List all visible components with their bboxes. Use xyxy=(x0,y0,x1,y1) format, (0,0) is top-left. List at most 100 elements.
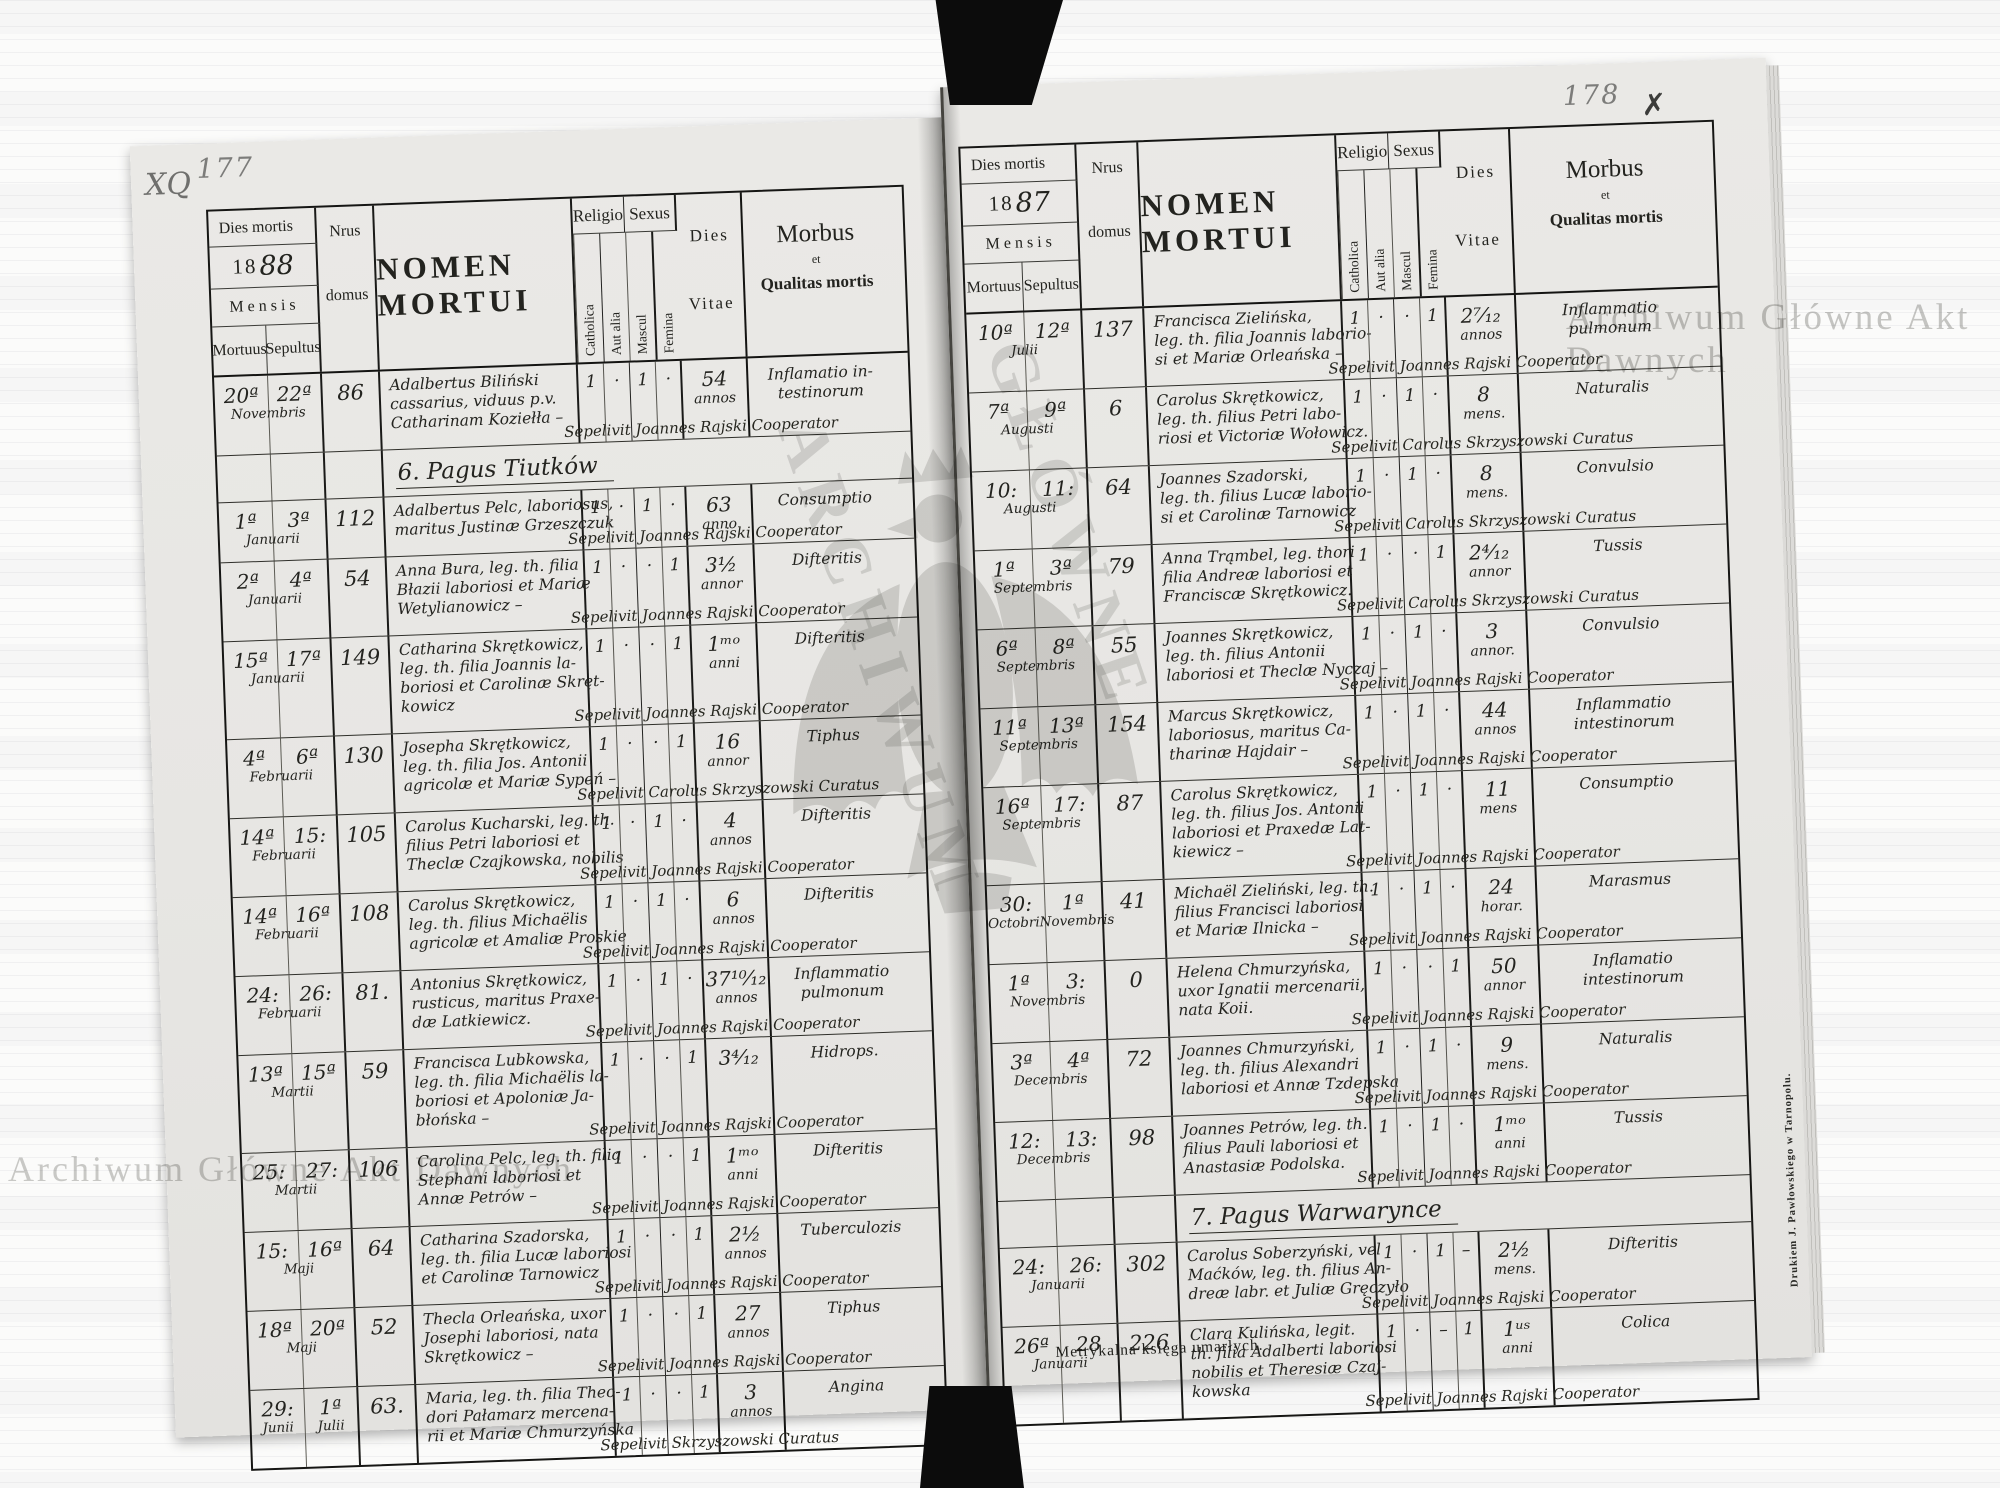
date-mortuus: 14ª xyxy=(239,824,275,850)
date-mortuus: 30: xyxy=(999,891,1033,917)
date-mortuus: 26ª xyxy=(1013,1333,1050,1359)
month-label: Septembris xyxy=(999,735,1079,755)
vitae-unit: annor xyxy=(700,575,743,594)
house-number: 81. xyxy=(343,971,405,1052)
morbus-line: Angina xyxy=(828,1376,885,1397)
header-sepultus: Sepultus xyxy=(1022,260,1083,311)
left-page: XQ 177 Dies mortis 18 88 Mensis Mortuus Sepul… xyxy=(129,117,988,1471)
vitae-label: Vitae xyxy=(688,292,735,314)
vitae-number: 2⁴⁄₁₂ xyxy=(1468,539,1510,565)
table-header: Dies mortis 18 87 Mensis Mortuus Sepultus Nrus… xyxy=(960,121,1718,315)
name-cell: Joannes Szadorski, leg. th. filius Lucæ l… xyxy=(1149,459,1372,545)
vitae-label: Vitae xyxy=(1454,229,1502,251)
date-months: Martii xyxy=(239,1083,345,1102)
date-sepultus: 1ª xyxy=(1061,889,1085,915)
house-number: 79 xyxy=(1090,545,1156,626)
corner-mark-left: XQ xyxy=(144,166,192,203)
vitae-unit: mens. xyxy=(1465,484,1509,502)
month-label: Januarii xyxy=(245,530,301,549)
date-sepultus: 20ª xyxy=(309,1315,346,1341)
month-label: Augusti xyxy=(1003,499,1057,518)
date-mortuus: 10ª xyxy=(977,319,1014,346)
month-label: Novembris xyxy=(1010,991,1086,1011)
morbus-line: Difteritis xyxy=(803,883,875,904)
date-mortuus: 16ª xyxy=(994,793,1031,819)
register-table-right: Dies mortis 18 87 Mensis Mortuus Sepultus Nrus… xyxy=(958,119,1760,1427)
date-months: Decembris xyxy=(996,1150,1110,1169)
vitae-number: 8 xyxy=(1479,460,1494,486)
date-mortuus: 14ª xyxy=(241,903,278,929)
date-months: Septembris xyxy=(984,815,1098,834)
name-cell: Francisca Zielińska, leg. th. filia Joann… xyxy=(1144,301,1372,387)
page-number-right: 178 xyxy=(1562,79,1621,113)
vitae-unit: mens. xyxy=(1486,1055,1529,1074)
vitae-unit: mens xyxy=(1479,800,1518,818)
dies-label: Dies xyxy=(1455,161,1496,182)
date-sepultus: 16ª xyxy=(294,901,331,927)
dates-cell: 11ª 13ª Septembris xyxy=(980,705,1100,788)
house-number: 55 xyxy=(1093,623,1159,705)
house-number: 106 xyxy=(349,1148,411,1229)
et-label: et xyxy=(811,251,821,267)
dates-cell: 7ª 9ª Augusti xyxy=(969,389,1088,472)
header-religio: Religio xyxy=(571,196,626,235)
date-sepultus: 15ª xyxy=(300,1059,337,1085)
dates-cell: 26ª 28 Januarii xyxy=(1002,1323,1122,1425)
date-mortuus: 1ª xyxy=(1007,970,1031,996)
dates-cell: 16ª 17: Septembris xyxy=(983,784,1103,886)
date-months: Januarii xyxy=(1001,1276,1115,1295)
date-sepultus: 13ª xyxy=(1048,712,1085,738)
nrus-label: Nrus xyxy=(1091,158,1123,177)
vitae-unit: annos xyxy=(693,389,737,408)
date-sepultus: 15: xyxy=(293,822,327,848)
month-label: Octobri xyxy=(987,914,1040,933)
dates-cell: 10: 11: Augusti xyxy=(971,468,1091,551)
date-sepultus: 9ª xyxy=(1043,397,1067,422)
dates-cell: 12: 13: Decembris xyxy=(995,1118,1114,1202)
year-handwritten: 88 xyxy=(258,249,295,282)
header-year: 18 88 xyxy=(209,243,319,290)
date-months: Septembris xyxy=(982,736,1096,755)
date-months: Septembris xyxy=(979,657,1093,676)
date-sepultus: 17: xyxy=(1052,791,1086,817)
morbus-line: Tussis xyxy=(1613,1107,1664,1127)
morbus-line: Marasmus xyxy=(1588,869,1672,891)
morbus-line: Colica xyxy=(1620,1312,1671,1332)
name-cell: Carolus Skrętkowicz, leg. th. filius Jos.… xyxy=(1161,774,1371,879)
house-number: 0 xyxy=(1105,958,1171,1039)
date-months: Julii xyxy=(967,341,1081,360)
vitae-number: 3 xyxy=(743,1379,758,1405)
vitae-unit: mens. xyxy=(1462,405,1506,423)
morbus-line: Consumptio xyxy=(777,488,873,510)
month-label: Februarii xyxy=(254,925,320,944)
date-sepultus: 3: xyxy=(1065,968,1086,994)
date-mortuus: 1ª xyxy=(234,509,258,534)
vitae-unit: annos xyxy=(1474,721,1517,739)
month-label: Maji xyxy=(286,1339,318,1357)
date-sepultus: 13: xyxy=(1064,1126,1098,1152)
year-handwritten: 87 xyxy=(1015,186,1051,219)
month-label: Septembris xyxy=(996,656,1076,676)
printer-credit: Drukiem J. Pawłowskiego w Tarnopolu. xyxy=(1781,1072,1801,1288)
dates-cell: 24: 26: Januarii xyxy=(999,1244,1119,1327)
year-printed: 18 xyxy=(231,253,258,279)
header-mensis: Mensis xyxy=(963,222,1081,265)
date-months: Septembris xyxy=(976,578,1090,597)
name-cell: Catharina Skrętkowicz, leg. th. filia Joa… xyxy=(389,629,605,734)
morbus-line: Tiphus xyxy=(826,1297,881,1318)
name-cell: Carolus Skrętkowicz, leg. th. filius Petr… xyxy=(1146,380,1368,466)
month-label: Decembris xyxy=(1016,1149,1091,1169)
dates-cell: 15: 16ª Maji xyxy=(244,1229,356,1311)
header-nrus-domus: Nrus domus xyxy=(1076,142,1145,309)
house-number: 154 xyxy=(1096,702,1162,784)
date-sepultus: 27: xyxy=(305,1157,339,1183)
vitae-number: 16 xyxy=(714,728,741,754)
date-months: Februarii xyxy=(228,767,334,786)
dates-cell: 29: 1ª Junii Julii xyxy=(250,1387,362,1469)
vitae-number: 9 xyxy=(1499,1032,1514,1057)
date-months: Octobri Novembris xyxy=(987,912,1115,933)
dates-cell: 1ª 3: Novembris xyxy=(989,961,1109,1044)
vitae-number: 1ᵐᵒ xyxy=(707,630,741,657)
date-months: Februarii xyxy=(237,1004,343,1023)
date-mortuus: 13ª xyxy=(247,1061,284,1087)
